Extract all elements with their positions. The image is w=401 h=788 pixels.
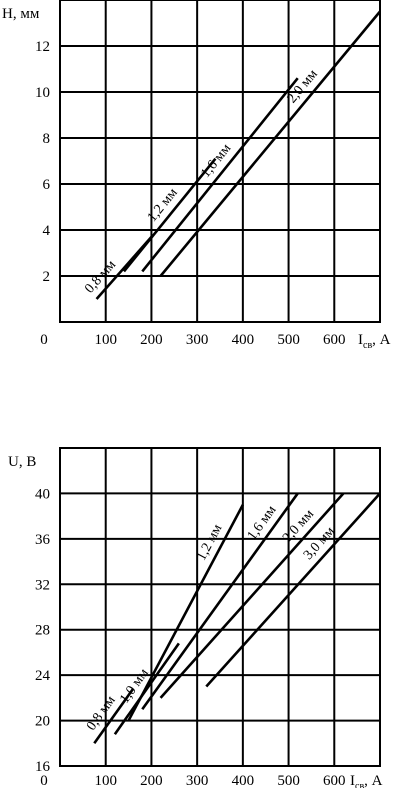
series-line-5: [205, 492, 381, 688]
series-line-2: [141, 77, 299, 273]
series-line-0: [93, 688, 135, 745]
y-axis-label: H, мм: [2, 6, 40, 22]
series-label-1: 1,2 мм: [145, 185, 181, 225]
series-line-3: [141, 492, 299, 710]
x-axis-label: Iсв, А: [358, 332, 391, 351]
y-tick-label: 40: [35, 486, 50, 502]
series-line-3: [159, 10, 382, 277]
series-label-2: 1,6 мм: [198, 141, 234, 181]
origin-label: 0: [40, 332, 48, 348]
x-tick-label: 100: [94, 332, 117, 348]
x-tick-label: 200: [140, 332, 163, 348]
series-line-4: [159, 492, 345, 699]
y-tick-label: 2: [43, 269, 51, 285]
x-tick-label: 400: [232, 332, 255, 348]
y-tick-label: 32: [35, 577, 50, 593]
y-tick-label: 36: [35, 532, 51, 548]
series-label-5: 3,0 мм: [301, 524, 338, 563]
x-tick-label: 600: [323, 773, 346, 788]
series-label-0: 0,8 мм: [84, 693, 119, 733]
plot-frame: [59, 0, 381, 323]
x-tick-label: 300: [186, 332, 209, 348]
x-tick-label: 100: [94, 773, 117, 788]
x-tick-label: 500: [277, 332, 300, 348]
x-axis-label: Iсв, А: [350, 773, 383, 788]
x-tick-label: 300: [186, 773, 209, 788]
series-label-3: 1,6 мм: [245, 503, 280, 543]
series-label-2: 1,2 мм: [194, 522, 225, 563]
y-axis-label: U, В: [8, 454, 36, 470]
origin-label: 0: [40, 773, 48, 788]
series-line-2: [127, 504, 245, 722]
y-tick-label: 4: [43, 223, 51, 239]
y-tick-label: 28: [35, 623, 50, 639]
y-tick-label: 16: [35, 759, 51, 775]
x-tick-label: 600: [323, 332, 346, 348]
y-tick-label: 24: [35, 668, 51, 684]
y-tick-label: 10: [35, 85, 50, 101]
y-tick-label: 8: [43, 131, 51, 147]
x-tick-label: 400: [232, 773, 255, 788]
y-tick-label: 6: [43, 177, 51, 193]
x-tick-label: 200: [140, 773, 163, 788]
plot-frame: [59, 447, 381, 767]
y-tick-label: 20: [35, 714, 50, 730]
series-line-1: [122, 157, 217, 273]
y-tick-label: 12: [35, 39, 50, 55]
x-tick-label: 500: [277, 773, 300, 788]
